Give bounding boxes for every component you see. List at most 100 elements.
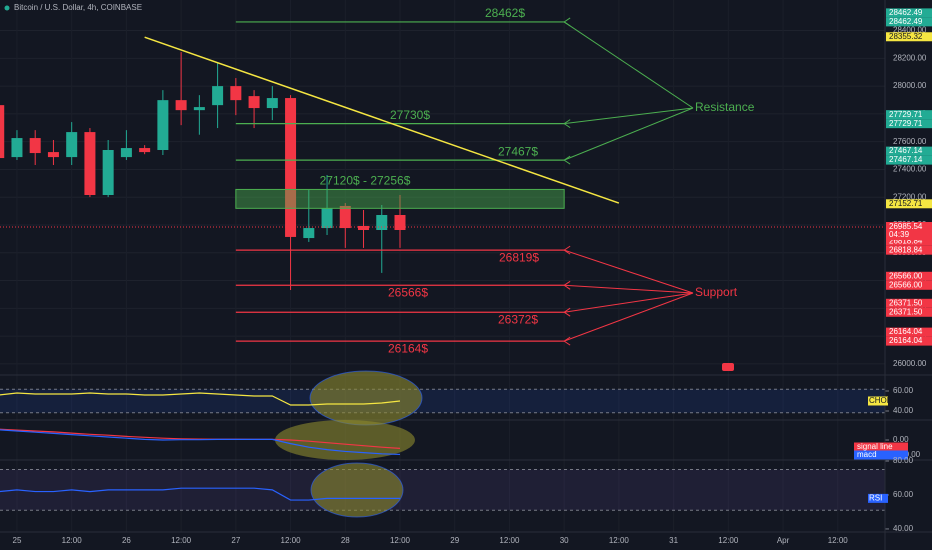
arrow-head (563, 280, 571, 290)
level-label: 26372$ (498, 312, 538, 326)
candle-body (394, 215, 406, 230)
level-label: 26566$ (388, 285, 428, 299)
legend-tag (868, 493, 888, 503)
x-tick-label: 28 (341, 536, 350, 545)
y-tick-label: 27600.00 (893, 137, 927, 146)
x-tick-label: 12:00 (499, 536, 520, 545)
candle-body (339, 205, 351, 229)
highlight (310, 462, 404, 518)
candle-body (303, 228, 315, 239)
x-tick-label: 27 (231, 536, 240, 545)
indicator-line (0, 429, 401, 456)
y-tick-label: 40.00 (893, 524, 914, 533)
price-tag-label: 27467.14 (889, 155, 923, 164)
candle-body (376, 215, 388, 230)
x-tick-label: 12:00 (390, 536, 411, 545)
candle-body (47, 152, 59, 158)
price-tag-label: 28462.49 (889, 17, 923, 26)
x-tick-label: 12:00 (609, 536, 630, 545)
level-label: 27467$ (498, 144, 538, 158)
price-tag (886, 307, 932, 317)
candle-body (84, 132, 96, 195)
price-tag (886, 146, 932, 156)
price-tag (886, 327, 932, 337)
y-tick-label: 0.00 (893, 435, 909, 444)
legend-label: signal line (857, 442, 893, 451)
arrow-head (563, 307, 571, 317)
arrow-head (563, 119, 571, 129)
zone-label: 27120$ - 27256$ (320, 174, 411, 188)
group-label: Support (695, 285, 738, 299)
band (0, 389, 885, 413)
candle-body (266, 98, 278, 109)
y-tick-label: 80.00 (893, 456, 914, 465)
arrow-line (564, 107, 694, 125)
legend-tag (854, 442, 908, 452)
arrow-head (563, 155, 571, 165)
arrow-line (563, 21, 694, 109)
y-tick-label: 27400.00 (893, 165, 927, 174)
candle-body (230, 86, 242, 101)
y-tick-label: 60.00 (893, 386, 914, 395)
price-tag (886, 17, 932, 27)
price-tag (886, 110, 932, 120)
trendline (144, 36, 620, 204)
price-tag (886, 32, 932, 42)
y-tick-label: 28400.00 (893, 26, 927, 35)
price-tag-label: 26371.50 (889, 307, 923, 316)
indicator-line (0, 487, 400, 501)
price-tag-label: 27729.71 (889, 119, 923, 128)
candle-body (120, 148, 132, 158)
candle-body (285, 98, 297, 237)
candle-body (0, 105, 5, 159)
price-tag (886, 119, 932, 129)
level-label: 26164$ (388, 341, 428, 355)
indicator-line (0, 392, 401, 406)
price-tag (886, 271, 932, 281)
candle-body (157, 100, 169, 150)
candle-body (29, 138, 41, 154)
y-tick-label: 27200.00 (893, 192, 927, 201)
legend-tag (868, 396, 888, 406)
price-tag (886, 199, 932, 209)
current-price-label: 26985.54 (889, 222, 923, 231)
x-tick-label: 12:00 (718, 536, 739, 545)
candle-body (193, 107, 205, 111)
x-tick-label: 29 (450, 536, 459, 545)
candle-body (358, 225, 370, 230)
x-tick-label: 30 (560, 536, 569, 545)
x-tick-label: 31 (669, 536, 678, 545)
price-tag-label: 26566.00 (889, 271, 923, 280)
price-tag-label: 27467.14 (889, 146, 923, 155)
y-tick-label: 40.00 (893, 406, 914, 415)
price-tag (886, 236, 932, 246)
arrow-line (563, 292, 694, 342)
arrow-line (563, 107, 694, 161)
y-tick-label: 26000.00 (893, 359, 927, 368)
candle-body (321, 208, 333, 229)
price-tag (886, 298, 932, 308)
x-tick-label: 26 (122, 536, 131, 545)
price-tag (886, 155, 932, 165)
y-tick-label: 28000.00 (893, 81, 927, 90)
arrow-line (564, 292, 694, 313)
zone (235, 188, 565, 209)
arrow-line (564, 284, 694, 294)
status-dot (4, 5, 10, 11)
arrow-head (563, 17, 571, 27)
legend-label: CHOP (869, 396, 892, 405)
x-tick-label: 12:00 (828, 536, 849, 545)
candle-body (11, 138, 23, 158)
price-tag-label: 26818.84 (889, 236, 923, 245)
arrow-head (563, 245, 571, 255)
highlight (275, 420, 415, 460)
price-tag-label: 26371.50 (889, 298, 923, 307)
price-tag-label: 26164.04 (889, 336, 923, 345)
arrow-head (563, 336, 571, 346)
candle-body (175, 100, 187, 111)
price-tag (886, 8, 932, 18)
level-label: 28462$ (485, 6, 525, 20)
